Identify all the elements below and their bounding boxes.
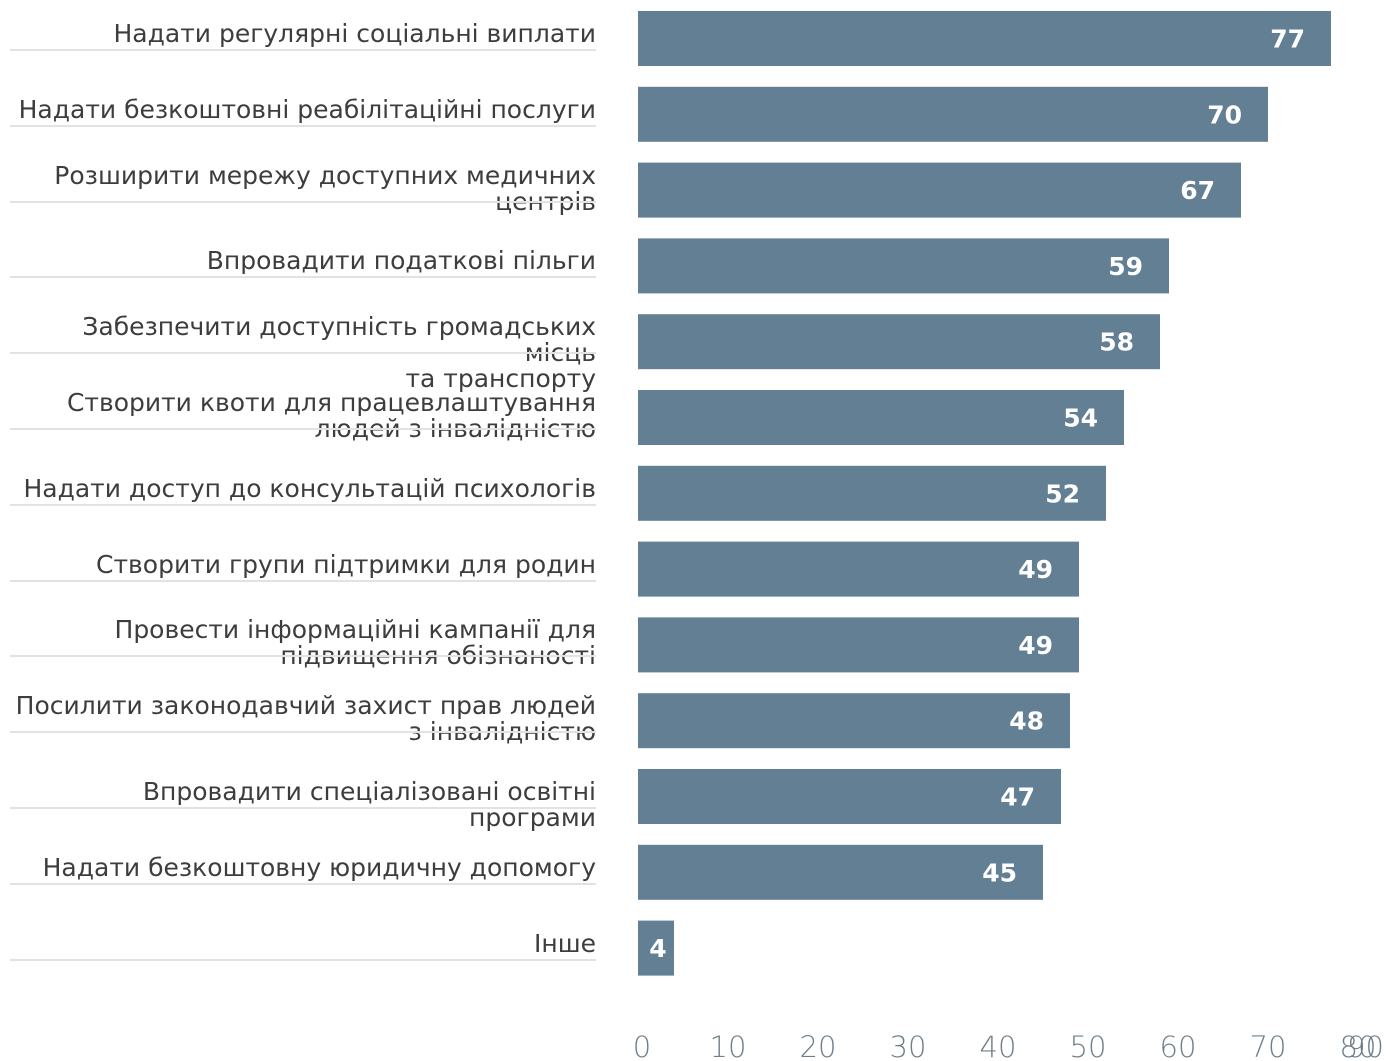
category-label-line: Розширити мережу доступних медичних bbox=[54, 160, 596, 190]
bar bbox=[638, 920, 674, 976]
category-label: Надати регулярні соціальні виплати bbox=[10, 19, 597, 48]
separator-line bbox=[10, 200, 596, 203]
separator-line bbox=[10, 807, 596, 809]
category-label: Надати безкоштовні реабілітаційні послуг… bbox=[10, 94, 596, 124]
data-label: 59 bbox=[1108, 252, 1143, 281]
separator-line bbox=[10, 731, 596, 734]
category-label-line: Надати безкоштовну юридичну допомогу bbox=[42, 852, 596, 882]
x-tick-label: 20 bbox=[800, 1030, 837, 1061]
bar bbox=[638, 769, 1061, 824]
separator-line bbox=[10, 882, 596, 885]
separator-line bbox=[10, 428, 596, 430]
data-label: 4 bbox=[649, 934, 666, 963]
bar bbox=[638, 844, 1043, 900]
separator-line bbox=[10, 958, 596, 961]
bar bbox=[638, 465, 1106, 521]
category-label: Надати безкоштовну юридичну допомогу bbox=[10, 852, 596, 882]
data-label: 52 bbox=[1045, 479, 1080, 508]
category-label: Надати доступ до консультацій психологів bbox=[10, 473, 596, 503]
x-tick-label: 60 bbox=[1160, 1030, 1197, 1061]
x-tick-label: 80 bbox=[1340, 1030, 1377, 1061]
data-label: 54 bbox=[1063, 404, 1098, 433]
bar bbox=[638, 693, 1070, 749]
data-label: 47 bbox=[1000, 783, 1035, 812]
x-tick-label: 50 bbox=[1070, 1030, 1107, 1061]
bar bbox=[638, 11, 1331, 66]
data-label: 77 bbox=[1270, 25, 1305, 54]
bar bbox=[638, 162, 1241, 218]
category-label-line: Надати доступ до консультацій психологів bbox=[23, 473, 596, 503]
category-label-line: та транспорту bbox=[405, 364, 596, 394]
category-label-line: Впровадити податкові пільги bbox=[206, 246, 596, 276]
bar bbox=[638, 617, 1079, 673]
category-label: Впровадити податкові пільги bbox=[10, 248, 596, 274]
data-label: 58 bbox=[1099, 328, 1134, 357]
data-label: 49 bbox=[1018, 631, 1053, 660]
bar bbox=[638, 390, 1124, 445]
bar bbox=[638, 314, 1160, 370]
data-label: 48 bbox=[1009, 707, 1044, 736]
category-label: Створити групи підтримки для родин bbox=[10, 549, 596, 579]
category-label-line: Створити групи підтримки для родин bbox=[96, 549, 596, 579]
x-tick-label: 90 bbox=[1347, 1030, 1384, 1061]
category-label-line: Посилити законодавчий захист прав людей bbox=[15, 691, 596, 721]
category-label-line: Надати регулярні соціальні виплати bbox=[113, 19, 597, 48]
data-label: 70 bbox=[1207, 100, 1242, 129]
category-label-line: Надати безкоштовні реабілітаційні послуг… bbox=[18, 94, 596, 124]
bar bbox=[638, 86, 1268, 142]
x-tick-label: 70 bbox=[1250, 1030, 1287, 1061]
bar bbox=[638, 541, 1079, 597]
category-label-line: Інше bbox=[534, 928, 596, 958]
category-label-line: Провести інформаційні кампанії для bbox=[114, 615, 596, 645]
separator-line bbox=[10, 352, 596, 355]
x-tick-label: 10 bbox=[710, 1030, 747, 1061]
x-tick-label: 40 bbox=[980, 1030, 1017, 1061]
separator-line bbox=[10, 579, 596, 582]
separator-line bbox=[10, 503, 596, 506]
x-tick-label: 0 bbox=[633, 1030, 651, 1061]
x-tick-label: 30 bbox=[890, 1030, 927, 1061]
separator-line bbox=[10, 276, 596, 279]
category-label: Інше bbox=[10, 928, 596, 958]
separator-line bbox=[10, 49, 596, 51]
data-label: 45 bbox=[982, 858, 1017, 887]
category-label-line: Створити квоти для працевлаштування bbox=[66, 388, 596, 417]
separator-line bbox=[10, 655, 596, 658]
separator-line bbox=[10, 124, 596, 127]
bar bbox=[638, 238, 1169, 294]
data-label: 67 bbox=[1180, 176, 1215, 205]
data-label: 49 bbox=[1018, 555, 1053, 584]
